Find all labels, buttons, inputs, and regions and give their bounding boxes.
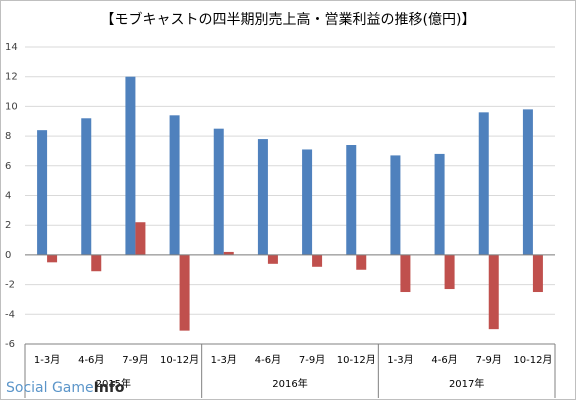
category-label: 4-6月 bbox=[255, 354, 281, 366]
category-label: 10-12月 bbox=[513, 354, 552, 366]
gridlines bbox=[25, 46, 555, 345]
category-label: 1-3月 bbox=[387, 354, 413, 366]
series1-bar bbox=[81, 118, 92, 255]
series1-bar bbox=[346, 145, 357, 255]
y-tick-label: 12 bbox=[5, 72, 18, 83]
x-axis bbox=[25, 254, 555, 345]
category-label: 1-3月 bbox=[34, 354, 60, 366]
y-tick-label: -4 bbox=[5, 309, 15, 320]
series1-bar bbox=[478, 112, 489, 255]
watermark-text-info: Info bbox=[94, 380, 125, 396]
series2-bar bbox=[400, 254, 411, 293]
year-group-labels: 2015年 2016年 2017年 bbox=[24, 344, 556, 398]
y-tick-label: 8 bbox=[5, 131, 11, 142]
category-label: 4-6月 bbox=[78, 354, 104, 366]
y-tick-label: 4 bbox=[5, 191, 11, 202]
category-label: 1-3月 bbox=[211, 354, 237, 366]
y-tick-label: -2 bbox=[5, 280, 15, 291]
category-label: 7-9月 bbox=[299, 354, 325, 366]
svg-text:Social GameInfo: Social GameInfo bbox=[6, 380, 125, 396]
series2-bar bbox=[532, 254, 543, 293]
series2-bar bbox=[488, 254, 499, 330]
series1-bar bbox=[390, 155, 401, 255]
category-label: 4-6月 bbox=[431, 354, 457, 366]
y-tick-label: 2 bbox=[5, 220, 11, 231]
series1-bar bbox=[434, 153, 445, 255]
y-tick-label: 0 bbox=[5, 250, 11, 261]
series2-bar bbox=[223, 251, 234, 255]
series1-bar bbox=[37, 130, 48, 255]
series2-bar bbox=[91, 254, 102, 272]
category-label: 7-9月 bbox=[122, 354, 148, 366]
series1-bar bbox=[169, 115, 180, 255]
series2-bar bbox=[135, 222, 146, 255]
series2-bar bbox=[356, 254, 367, 270]
series2-bar bbox=[47, 254, 58, 263]
series1-bar bbox=[302, 149, 313, 255]
series2-bar bbox=[267, 254, 278, 264]
series1-bar bbox=[522, 109, 533, 255]
watermark-text-social-game: Social Game bbox=[6, 380, 94, 396]
year-group-label: 2016年 bbox=[272, 377, 307, 390]
bars bbox=[37, 76, 543, 331]
chart-title: 【モブキャストの四半期別売上高・営業利益の推移(億円)】 bbox=[101, 11, 476, 28]
y-tick-label: 14 bbox=[5, 42, 18, 53]
series1-bar bbox=[125, 76, 136, 255]
y-tick-label: 6 bbox=[5, 161, 11, 172]
year-group-label: 2017年 bbox=[449, 377, 484, 390]
series1-bar bbox=[257, 139, 268, 255]
y-axis-ticks: -6 -4 -2 0 2 4 6 8 10 12 14 bbox=[5, 42, 18, 350]
series2-bar bbox=[444, 254, 455, 290]
watermark-logo: Social GameInfo bbox=[6, 380, 125, 396]
category-label: 10-12月 bbox=[160, 354, 199, 366]
y-tick-label: 10 bbox=[5, 101, 18, 112]
category-labels: 1-3月 4-6月 7-9月 10-12月 1-3月 4-6月 7-9月 10-12月 1-3月… bbox=[34, 354, 553, 366]
y-tick-label: -6 bbox=[5, 339, 15, 350]
series2-bar bbox=[312, 254, 323, 267]
category-label: 10-12月 bbox=[337, 354, 376, 366]
year-group-label: 2015年 bbox=[96, 377, 131, 390]
series1-bar bbox=[213, 128, 224, 255]
series2-bar bbox=[179, 254, 190, 331]
category-label: 7-9月 bbox=[476, 354, 502, 366]
